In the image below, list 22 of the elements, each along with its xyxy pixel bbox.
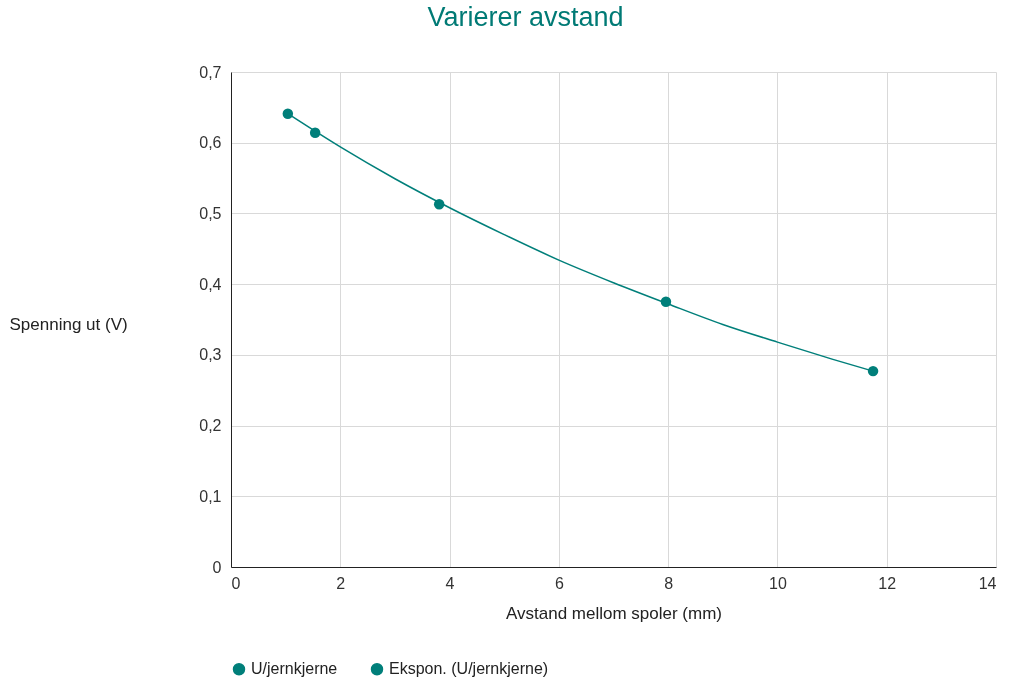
- x-tick-label: 4: [445, 574, 455, 592]
- legend-label: U/jernkjerne: [251, 660, 338, 678]
- x-tick-label: 6: [554, 574, 564, 592]
- y-tick-label: 0,4: [199, 275, 222, 293]
- x-tick-label: 0: [231, 574, 241, 592]
- y-axis-title: Spenning ut (V): [9, 314, 128, 334]
- chart-title: Varierer avstand: [427, 2, 624, 32]
- y-tick-label: 0,3: [199, 346, 222, 364]
- legend-label: Ekspon. (U/jernkjerne): [389, 660, 549, 678]
- y-tick-label: 0,5: [199, 204, 222, 222]
- x-tick-label: 8: [664, 574, 674, 592]
- x-tick-label: 12: [878, 574, 897, 592]
- x-tick-label: 10: [769, 574, 787, 592]
- y-tick-label: 0: [212, 558, 222, 576]
- y-tick-label: 0,6: [199, 134, 222, 152]
- point: [282, 108, 294, 119]
- y-tick-label: 0,1: [199, 487, 222, 505]
- y-tick-label: 0,2: [199, 417, 222, 435]
- x-axis-title: Avstand mellom spoler (mm): [505, 603, 723, 623]
- x-tick-label: 2: [336, 574, 346, 592]
- x-tick-label: 14: [978, 574, 997, 592]
- y-tick-label: 0,7: [199, 63, 222, 81]
